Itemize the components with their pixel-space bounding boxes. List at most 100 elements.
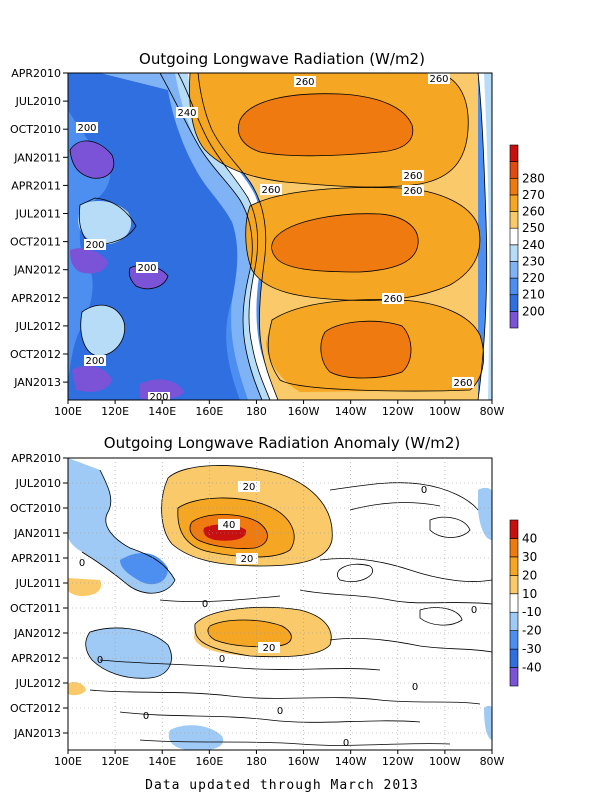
olr-clabel-4: 200 xyxy=(77,123,96,134)
bot-colorbar-label: -10 xyxy=(522,605,542,619)
olr-panel: Outgoing Longwave Radiation (W/m2) xyxy=(10,50,545,418)
bot-colorbar-label: -30 xyxy=(522,642,542,656)
olr-x-axis: 100E 120E 140E 160E 180 160W 140W 120W 100W 80W xyxy=(54,400,505,418)
top-ytick-label: JAN2011 xyxy=(13,151,61,164)
anomaly-y-axis: APR2010 JUL2010 OCT2010 JAN2011 APR2011 JUL20… xyxy=(10,452,68,740)
anom-clabel-11: 0 xyxy=(412,682,418,693)
olr-colorbar: 200 210 220 230 240 250 260 270 280 xyxy=(509,144,545,329)
olr-contours xyxy=(69,73,488,400)
bot-colorbar-swatch xyxy=(509,556,519,576)
bot-xtick-label: 80W xyxy=(480,755,505,768)
top-colorbar-label: 240 xyxy=(522,238,545,252)
top-ytick-label: JAN2013 xyxy=(13,376,61,389)
footer-note: Data updated through March 2013 xyxy=(145,778,419,793)
anom-pos-7 xyxy=(68,578,102,596)
olr-clabel-12: 260 xyxy=(453,378,472,389)
bot-colorbar-swatch xyxy=(509,667,519,687)
top-colorbar-swatch xyxy=(509,194,519,212)
top-ytick-label: JUL2010 xyxy=(15,95,61,108)
olr-clabel-3: 240 xyxy=(177,108,196,119)
bot-colorbar-swatch xyxy=(509,648,519,668)
bot-ytick-label: JUL2010 xyxy=(15,477,61,490)
top-xtick-label: 80W xyxy=(480,405,505,418)
anomaly-contours xyxy=(81,465,492,746)
top-colorbar-swatch xyxy=(509,311,519,329)
olr-y-axis: APR2010 JUL2010 OCT2010 JAN2011 APR2011 JUL20… xyxy=(10,67,68,389)
bot-ytick-label: APR2010 xyxy=(11,452,61,465)
bot-ytick-label: APR2011 xyxy=(11,552,61,565)
anom-clabel-9: 0 xyxy=(219,654,225,665)
bot-ytick-label: OCT2010 xyxy=(10,502,61,515)
top-xtick-label: 120E xyxy=(101,405,129,418)
olr-field: 260 260 240 200 260 260 260 200 200 260 xyxy=(68,73,492,403)
top-colorbar-label: 230 xyxy=(522,254,545,268)
top-ytick-label: APR2010 xyxy=(11,67,61,80)
anom-clabel-4: 20 xyxy=(263,643,276,654)
bot-ytick-label: JAN2011 xyxy=(13,527,61,540)
olr-clabel-2: 260 xyxy=(429,74,448,85)
top-ytick-label: APR2011 xyxy=(11,179,61,192)
olr-clabel-1: 260 xyxy=(295,77,314,88)
olr-core-2 xyxy=(271,213,419,272)
bot-colorbar-swatch xyxy=(509,538,519,558)
bot-colorbar-swatch xyxy=(509,575,519,595)
bot-ytick-label: JUL2011 xyxy=(15,577,61,590)
olr-clabel-10: 260 xyxy=(383,294,402,305)
top-ytick-label: APR2012 xyxy=(11,292,61,305)
top-xtick-label: 140E xyxy=(148,405,176,418)
anomaly-x-axis: 100E 120E 140E 160E 180 160W 140W 120W 100W 80W xyxy=(54,750,505,768)
bot-ytick-label: OCT2012 xyxy=(10,702,61,715)
top-colorbar-swatch xyxy=(509,177,519,196)
olr-min-2 xyxy=(70,248,108,274)
olr-min-4 xyxy=(72,365,112,392)
anomaly-field: 20 40 20 20 0 0 0 0 0 0 0 0 0 0 xyxy=(68,458,492,750)
olr-patch-2 xyxy=(80,305,125,356)
anom-clabel-6: 0 xyxy=(79,558,85,569)
bot-xtick-label: 180 xyxy=(246,755,267,768)
olr-anomaly-panel: Outgoing Longwave Radiation Anomaly (W/m… xyxy=(10,434,542,768)
bot-xtick-label: 100E xyxy=(54,755,82,768)
anom-clabel-1: 20 xyxy=(243,482,256,493)
top-ytick-label: JAN2012 xyxy=(13,264,61,277)
bot-colorbar-label: 40 xyxy=(522,531,537,545)
top-ytick-label: OCT2011 xyxy=(10,236,61,249)
anomaly-grid xyxy=(68,458,492,750)
top-colorbar-label: 250 xyxy=(522,221,545,235)
anomaly-contour-labels: 20 40 20 20 0 0 0 0 0 0 0 0 0 0 xyxy=(79,481,477,749)
top-ytick-label: JUL2012 xyxy=(15,320,61,333)
top-colorbar-swatch xyxy=(509,144,519,162)
olr-region-230 xyxy=(100,73,262,400)
anom-white-1 xyxy=(68,600,93,700)
anom-clabel-8: 0 xyxy=(471,605,477,616)
top-ytick-label: OCT2012 xyxy=(10,348,61,361)
top-colorbar-swatch xyxy=(509,211,519,229)
top-colorbar-label: 220 xyxy=(522,271,545,285)
bot-xtick-label: 160W xyxy=(288,755,320,768)
olr-clabel-8: 200 xyxy=(85,240,104,251)
top-colorbar-swatch xyxy=(509,227,519,246)
bot-xtick-label: 140E xyxy=(148,755,176,768)
bot-colorbar-swatch xyxy=(509,519,519,539)
anom-clabel-12: 0 xyxy=(143,711,149,722)
top-colorbar-label: 280 xyxy=(522,171,545,185)
anom-neg-2 xyxy=(120,553,168,585)
anom-clabel-3: 20 xyxy=(241,554,254,565)
anom-neg-4 xyxy=(168,725,224,750)
bot-xtick-label: 120E xyxy=(101,755,129,768)
olr-clabel-11: 200 xyxy=(85,356,104,367)
top-ytick-label: JUL2011 xyxy=(15,208,61,221)
anom-pos-8 xyxy=(68,682,86,696)
top-colorbar-swatch xyxy=(509,161,519,179)
bot-ytick-label: JAN2013 xyxy=(13,727,61,740)
anom-neg-5 xyxy=(478,487,492,540)
bot-colorbar-swatch xyxy=(509,611,519,631)
top-colorbar-label: 270 xyxy=(522,188,545,202)
bot-ytick-label: JUL2012 xyxy=(15,677,61,690)
olr-clabel-13: 200 xyxy=(149,392,168,403)
top-xtick-label: 100W xyxy=(429,405,461,418)
top-xtick-label: 160E xyxy=(195,405,223,418)
top-colorbar-swatch xyxy=(509,294,519,312)
anom-clabel-14: 0 xyxy=(343,738,349,749)
top-colorbar-label: 210 xyxy=(522,288,545,302)
